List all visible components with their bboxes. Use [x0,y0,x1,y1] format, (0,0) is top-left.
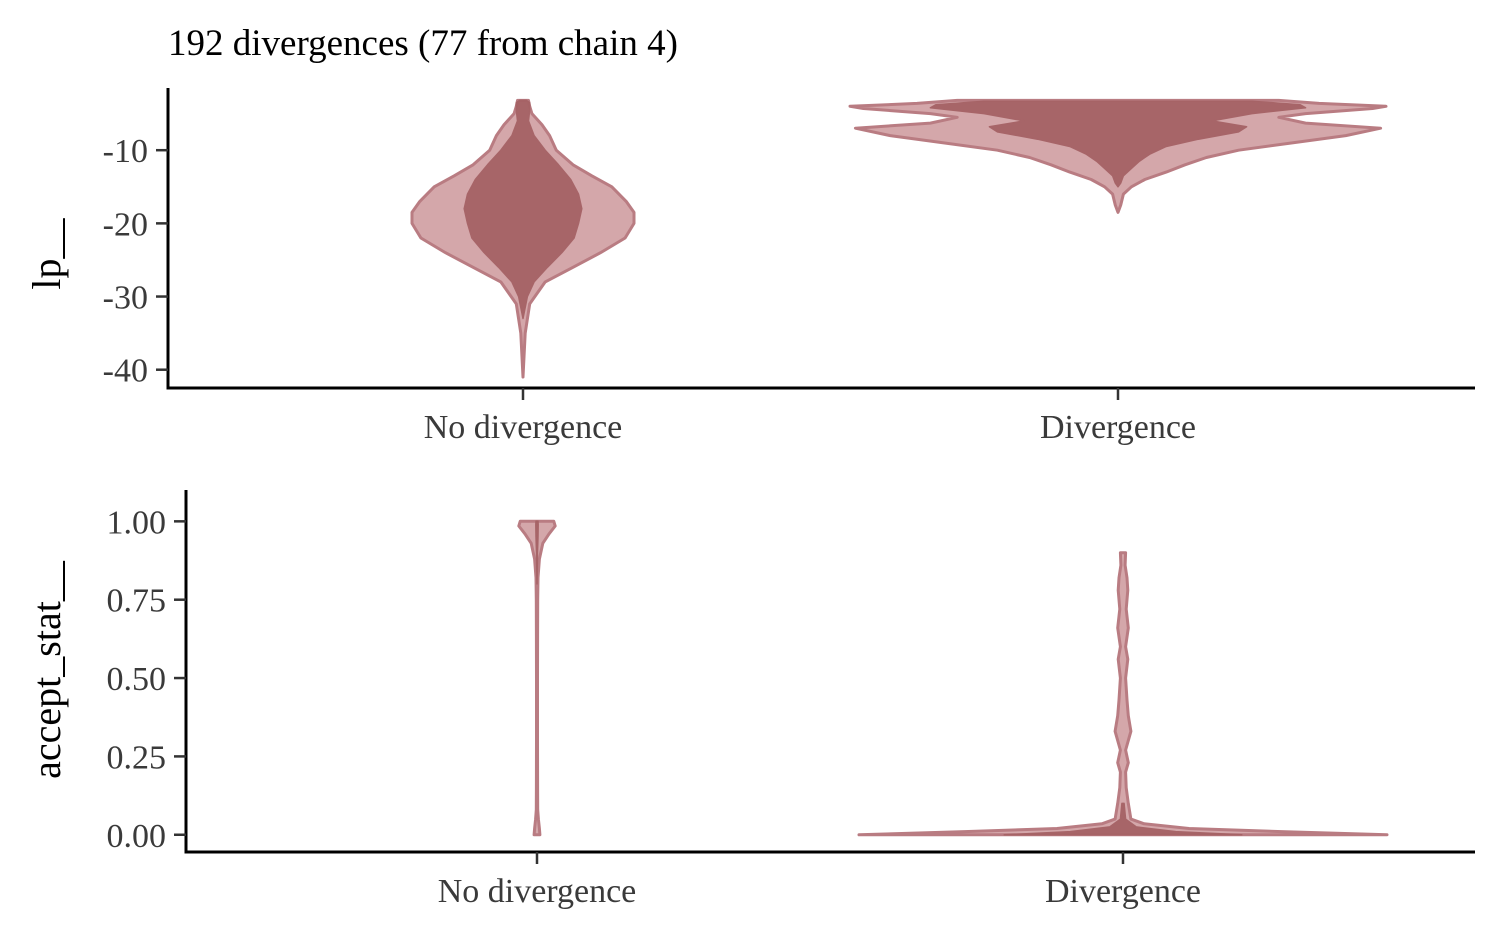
plot-area-lp [410,98,1388,379]
y-ticks-lp: -40 -30 -20 -10 [103,133,168,390]
x-ticks-accept-stat: No divergence Divergence [438,852,1201,910]
y-ticks-accept-stat: 0.00 0.25 0.50 0.75 1.00 [107,504,186,855]
axis-lines-lp [166,88,1475,390]
x-tick-label: Divergence [1040,409,1196,446]
y-tick-label: 0.00 [107,818,167,855]
violin-inner-divergence [929,100,1307,188]
y-tick-label: -30 [103,280,148,317]
x-ticks-lp: No divergence Divergence [424,388,1196,446]
violin-inner-no-divergence [535,520,539,585]
y-tick-label: -40 [103,353,148,390]
x-tick-label: No divergence [424,409,623,446]
x-tick-label: Divergence [1045,873,1201,910]
violin-inner-divergence [1003,802,1243,836]
axis-lines-accept-stat [184,490,1475,854]
violin-inner-no-divergence [463,99,583,320]
plot-area-accept-stat [517,519,1389,837]
violin-outer-no-divergence [517,519,557,837]
y-tick-label: -20 [103,206,148,243]
y-tick-label: 0.25 [107,739,167,776]
y-tick-label: 0.75 [107,583,167,620]
x-tick-label: No divergence [438,873,637,910]
chart-title: 192 divergences (77 from chain 4) [168,23,678,64]
panel-lp: lp__ No divergence Divergence -40 -30 -20 -1… [24,88,1475,446]
panel-accept-stat: accept_stat__ No divergence Divergence 0.… [24,490,1475,910]
y-axis-label-accept-stat: accept_stat__ [24,560,69,779]
y-axis-label-lp: lp__ [24,217,69,289]
y-tick-label: 0.50 [107,661,167,698]
y-tick-label: 1.00 [107,504,167,541]
violin-outer-divergence [857,551,1389,837]
y-tick-label: -10 [103,133,148,170]
